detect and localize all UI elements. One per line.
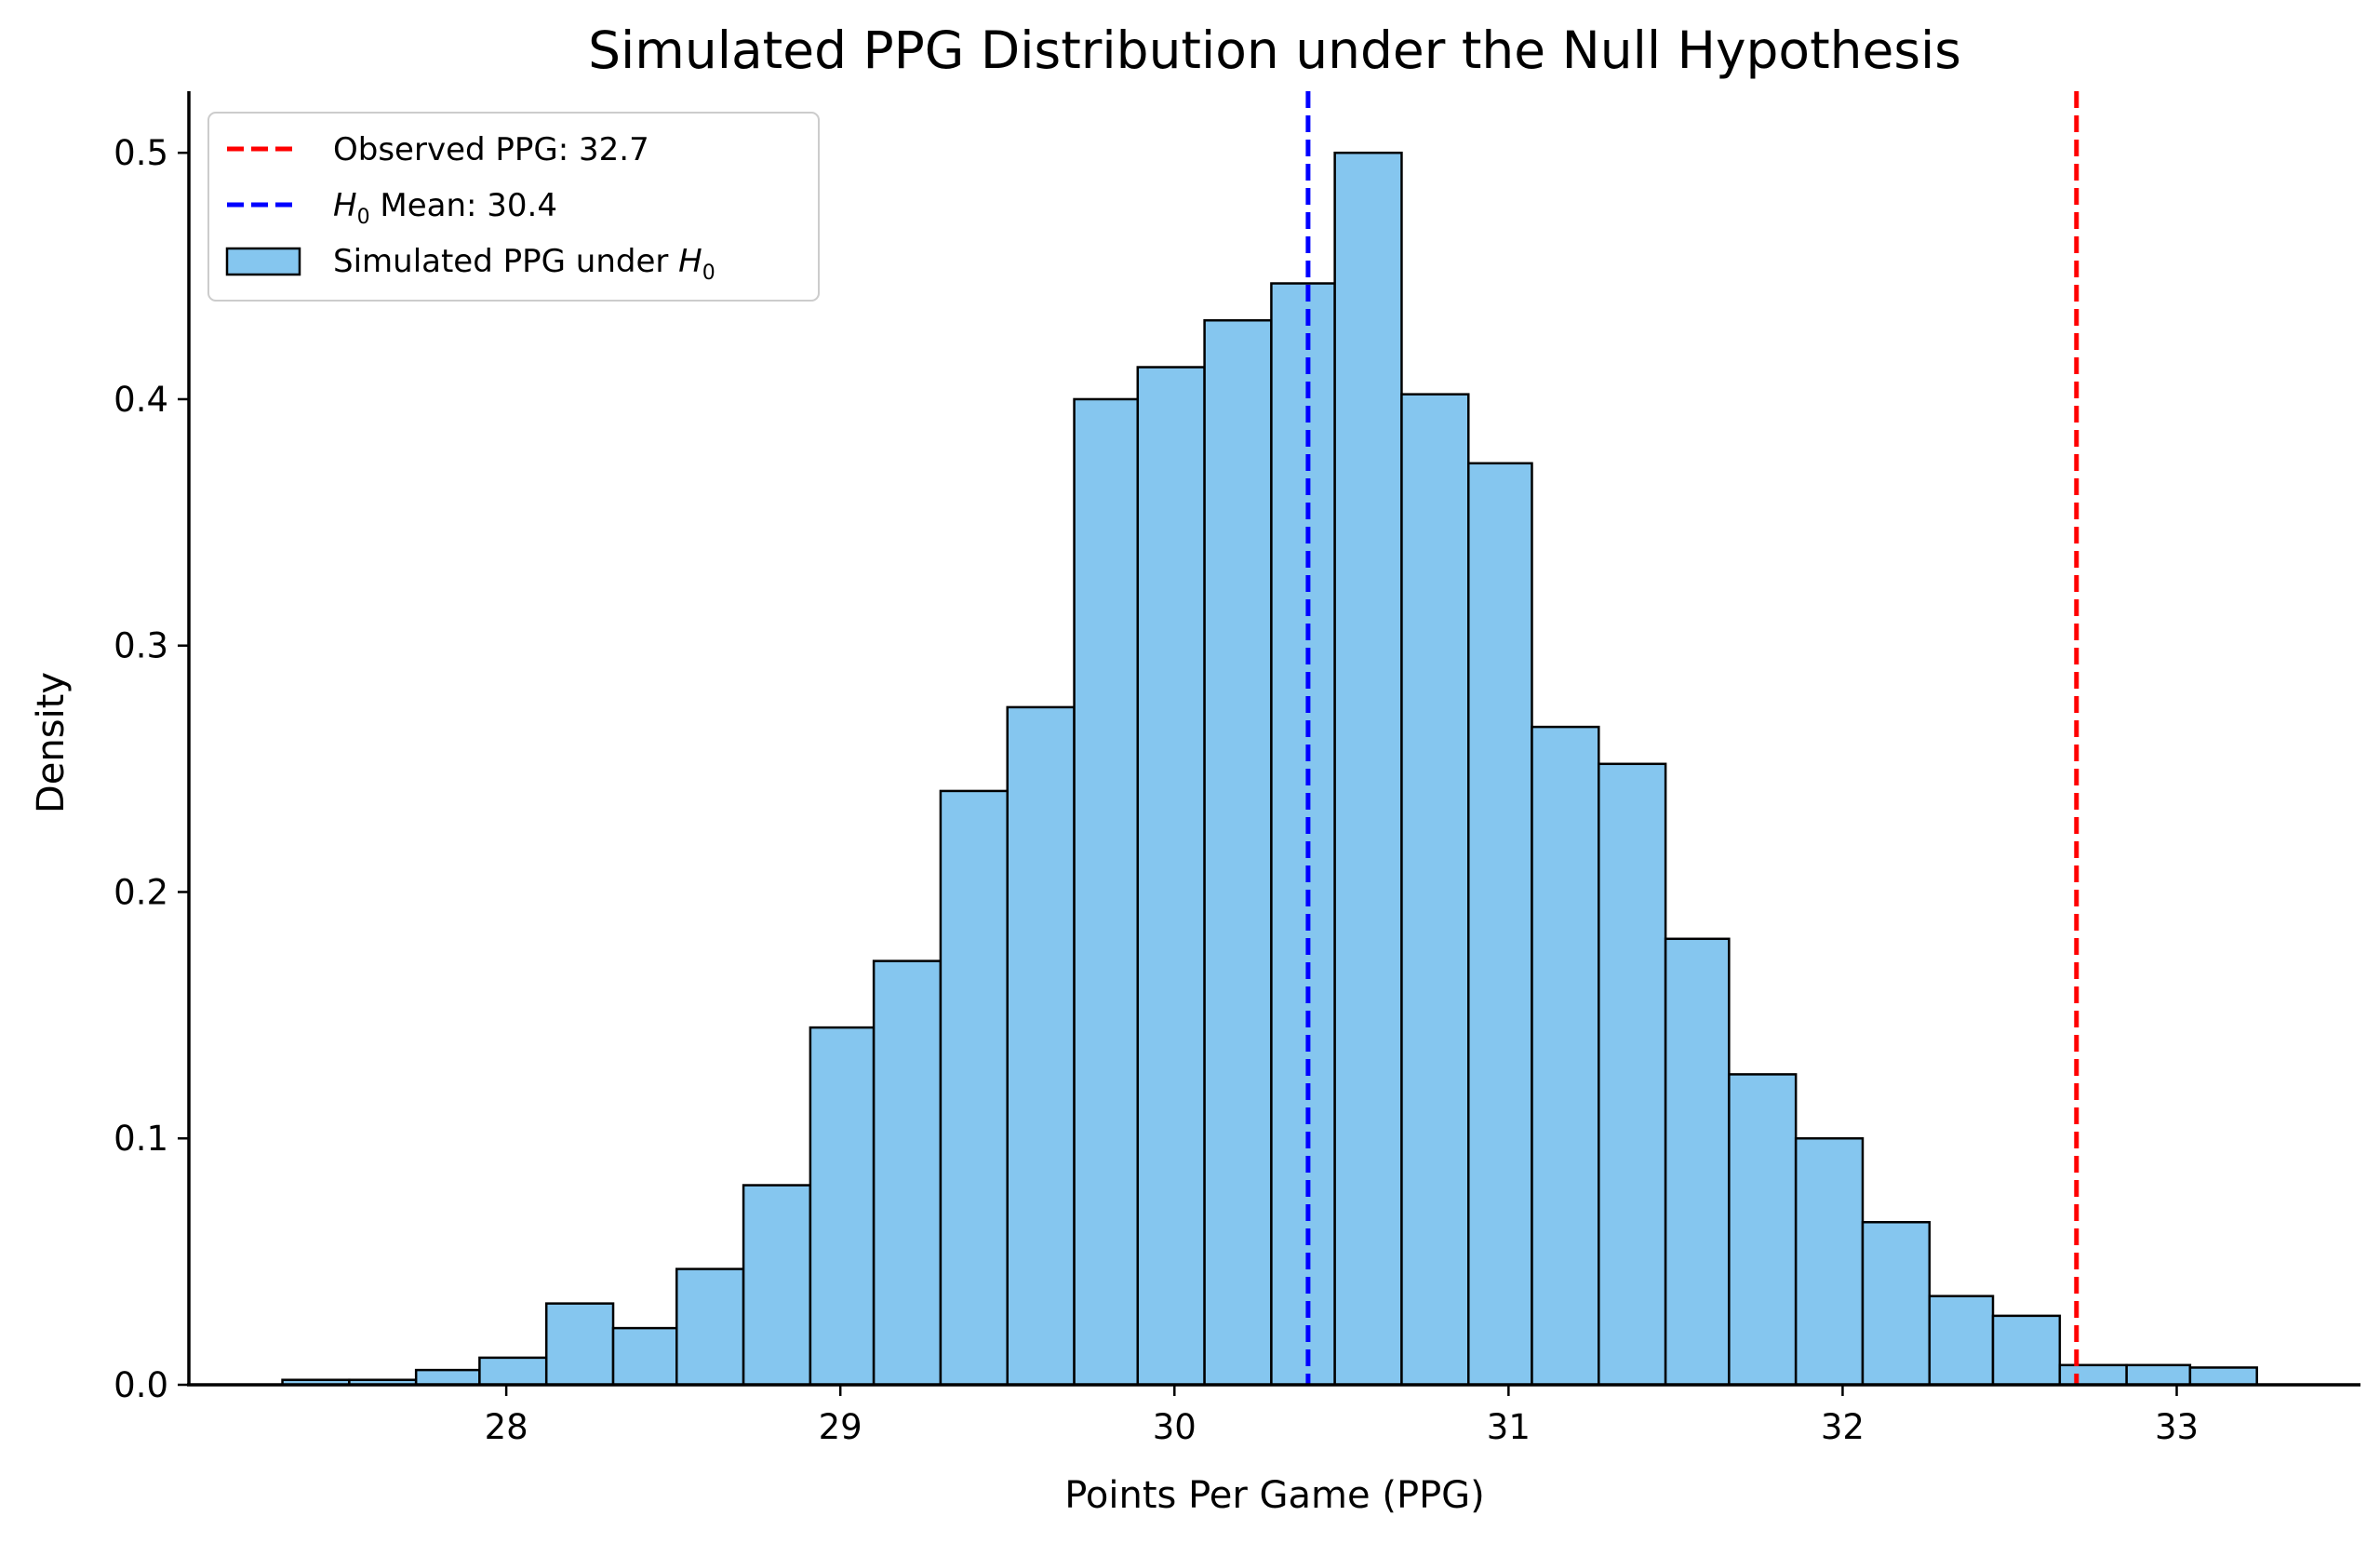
x-tick-label: 29 xyxy=(819,1407,862,1447)
histogram-bar xyxy=(2188,1366,2258,1387)
histogram-bar xyxy=(1467,462,1533,1387)
legend-histogram-label: Simulated PPG under H0 xyxy=(333,243,715,285)
histogram-bar xyxy=(1531,725,1600,1387)
y-tick-label: 0.0 xyxy=(114,1365,168,1405)
histogram-bar xyxy=(544,1302,615,1387)
histogram-bar xyxy=(2058,1363,2128,1387)
x-tick-label: 32 xyxy=(1821,1407,1865,1447)
x-axis-label: Points Per Game (PPG) xyxy=(1064,1474,1485,1517)
y-axis-ticks: 0.0 0.1 0.2 0.3 0.4 0.5 xyxy=(114,133,189,1405)
histogram-bar xyxy=(1794,1136,1865,1387)
histogram-bars xyxy=(281,151,2258,1387)
histogram-bar xyxy=(1203,318,1273,1387)
histogram-bar xyxy=(414,1368,481,1387)
x-axis-ticks: 28 29 30 31 32 33 xyxy=(485,1385,2199,1447)
histogram-bar xyxy=(1270,282,1336,1387)
histogram-bar xyxy=(742,1184,812,1387)
histogram-bar xyxy=(478,1356,548,1387)
histogram-bar xyxy=(939,789,1009,1387)
y-tick-label: 0.4 xyxy=(114,380,168,420)
histogram-bar xyxy=(1664,937,1731,1387)
legend-frame xyxy=(207,112,820,302)
histogram-bar xyxy=(872,959,943,1387)
histogram-bar xyxy=(1598,762,1667,1387)
histogram-bar xyxy=(611,1326,678,1387)
y-tick-label: 0.5 xyxy=(114,133,168,173)
chart-title: Simulated PPG Distribution under the Nul… xyxy=(588,20,1961,80)
legend-histogram-swatch xyxy=(225,247,301,276)
reference-lines xyxy=(1305,91,2079,1385)
histogram-bar xyxy=(809,1026,876,1387)
y-tick-label: 0.1 xyxy=(114,1119,168,1159)
histogram-bar xyxy=(1136,366,1206,1387)
histogram-bar xyxy=(675,1268,745,1387)
x-tick-label: 30 xyxy=(1153,1407,1197,1447)
histogram-bar xyxy=(1006,705,1076,1387)
y-tick-label: 0.3 xyxy=(114,626,168,666)
histogram-bar xyxy=(1991,1314,2062,1387)
histogram-bar xyxy=(1728,1073,1798,1387)
histogram-bar xyxy=(2125,1363,2192,1387)
x-tick-label: 33 xyxy=(2155,1407,2199,1447)
histogram-bar xyxy=(1073,397,1140,1387)
histogram-bar xyxy=(1928,1295,1995,1387)
legend-observed-label: Observed PPG: 32.7 xyxy=(333,131,649,168)
histogram-bar xyxy=(1400,393,1470,1387)
histogram-bar xyxy=(1861,1221,1932,1387)
y-tick-label: 0.2 xyxy=(114,872,168,912)
y-axis-label: Density xyxy=(30,672,73,813)
x-tick-label: 28 xyxy=(485,1407,528,1447)
legend: Observed PPG: 32.7 H0 Mean: 30.4 Simulat… xyxy=(207,112,820,302)
x-tick-label: 31 xyxy=(1487,1407,1531,1447)
legend-h0-label: H0 Mean: 30.4 xyxy=(333,187,557,229)
histogram-bar xyxy=(1333,151,1403,1387)
